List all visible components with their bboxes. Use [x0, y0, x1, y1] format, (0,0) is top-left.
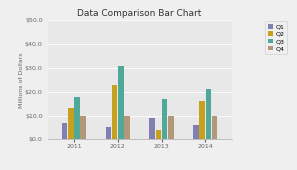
Bar — [124, 116, 130, 139]
Bar — [106, 128, 111, 139]
Bar — [62, 123, 67, 139]
Bar — [80, 116, 86, 139]
Bar — [112, 85, 117, 139]
Bar — [193, 125, 199, 139]
Bar — [118, 66, 124, 139]
Bar — [68, 108, 74, 139]
Bar — [168, 116, 173, 139]
Bar — [156, 130, 161, 139]
Y-axis label: Millions of Dollars: Millions of Dollars — [18, 52, 23, 108]
Legend: Q1, Q2, Q3, Q4: Q1, Q2, Q3, Q4 — [265, 21, 287, 54]
Bar — [200, 101, 205, 139]
Bar — [162, 99, 168, 139]
Bar — [74, 97, 80, 139]
Title: Data Comparison Bar Chart: Data Comparison Bar Chart — [78, 9, 202, 18]
Bar — [149, 118, 155, 139]
Bar — [212, 116, 217, 139]
Bar — [206, 89, 211, 139]
